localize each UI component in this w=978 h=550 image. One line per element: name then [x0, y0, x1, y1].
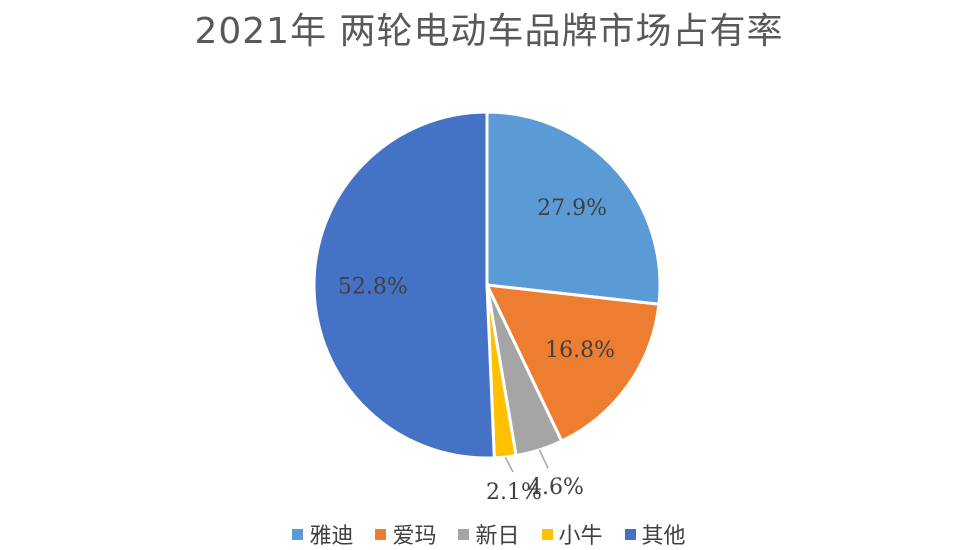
- chart-title: 2021年 两轮电动车品牌市场占有率: [194, 11, 784, 52]
- legend-label: 新日: [475, 524, 520, 549]
- data-label-niu: 2.1%: [486, 480, 542, 505]
- legend-swatch: [375, 528, 387, 540]
- pie-slice-other: [312, 110, 496, 460]
- legend-label: 其他: [641, 524, 686, 549]
- legend-swatch: [458, 528, 470, 540]
- legend-item-other: 其他: [624, 518, 686, 550]
- data-label-aima: 16.8%: [545, 338, 615, 363]
- legend: 雅迪 爱玛 新日 小牛 其他: [0, 518, 978, 550]
- leader-line-xinri: [538, 449, 549, 469]
- legend-label: 小牛: [558, 524, 603, 549]
- pie-slice-aima: [484, 283, 661, 444]
- data-label-yadi: 27.9%: [537, 196, 607, 221]
- pie-slice-yadi: [485, 110, 662, 306]
- legend-swatch: [624, 528, 636, 540]
- legend-item-niu: 小牛: [541, 518, 603, 550]
- legend-item-xinri: 新日: [458, 518, 520, 550]
- legend-item-aima: 爱玛: [375, 518, 436, 550]
- legend-label: 雅迪: [309, 524, 354, 549]
- data-label-other: 52.8%: [338, 274, 408, 299]
- legend-item-yadi: 雅迪: [292, 518, 353, 550]
- legend-label: 爱玛: [392, 524, 437, 549]
- data-label-xinri: 4.6%: [528, 475, 584, 500]
- legend-swatch: [541, 528, 553, 540]
- leader-line-niu: [504, 456, 514, 473]
- legend-swatch: [292, 528, 304, 540]
